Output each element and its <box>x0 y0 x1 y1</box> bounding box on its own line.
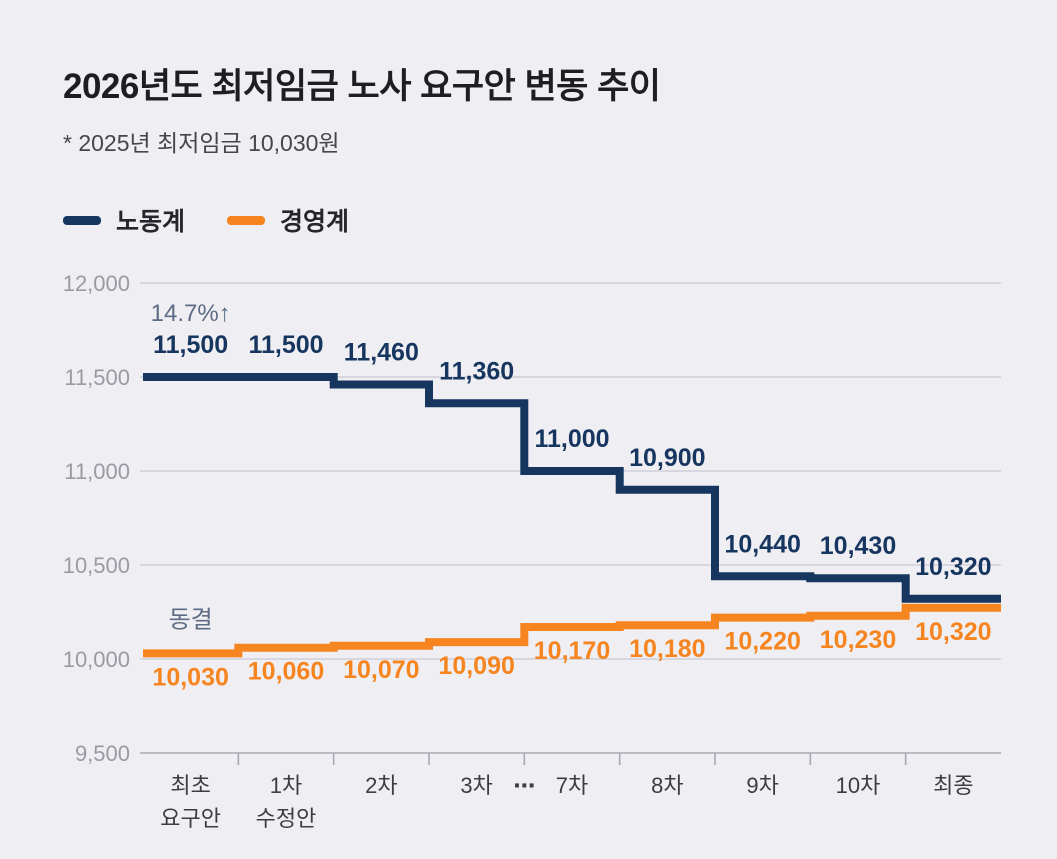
x-category-label: 요구안 <box>160 806 221 831</box>
chart-note: * 2025년 최저임금 10,030원 <box>63 130 340 156</box>
data-label-management: 10,090 <box>438 652 514 680</box>
legend-item-labor: 노동계 <box>63 202 185 238</box>
data-label-management: 10,230 <box>820 626 896 654</box>
data-label-labor: 10,440 <box>724 530 800 558</box>
x-category-label: 2차 <box>365 773 397 798</box>
legend-label-management: 경영계 <box>280 208 350 236</box>
x-category-label: 3차 <box>460 773 492 798</box>
series-annotation: 동결 <box>169 606 213 633</box>
legend: 노동계 경영계 <box>63 202 349 238</box>
data-label-labor: 10,430 <box>820 532 896 560</box>
x-category-label: 7차 <box>556 773 588 798</box>
x-category-label: 1차 <box>270 773 302 798</box>
labor-line-swatch <box>63 215 101 225</box>
data-label-management: 10,320 <box>915 618 991 646</box>
axis-gap-marker: ⋯ <box>513 773 535 798</box>
data-label-labor: 11,000 <box>534 425 609 453</box>
data-label-labor: 10,320 <box>915 553 991 581</box>
data-label-labor: 10,900 <box>629 444 705 472</box>
x-category-label: 10차 <box>836 773 881 798</box>
y-tick-label: 10,000 <box>63 647 130 672</box>
data-label-management: 10,030 <box>152 663 228 691</box>
series-annotation: 14.7%↑ <box>151 300 231 327</box>
x-category-label: 최초 <box>170 773 210 798</box>
data-label-labor: 11,460 <box>344 339 419 367</box>
page-title: 2026년도 최저임금 노사 요구안 변동 추이 <box>63 67 661 106</box>
y-tick-label: 11,500 <box>64 365 130 390</box>
x-category-label: 8차 <box>651 773 683 798</box>
legend-label-labor: 노동계 <box>116 208 186 236</box>
x-category-label: 최종 <box>933 773 973 798</box>
y-tick-label: 11,000 <box>64 459 130 484</box>
y-tick-label: 9,500 <box>75 741 130 766</box>
legend-item-management: 경영계 <box>227 202 349 238</box>
data-label-management: 10,070 <box>343 656 419 684</box>
data-label-labor: 11,360 <box>439 357 514 385</box>
data-label-management: 10,180 <box>629 635 705 663</box>
data-label-management: 10,220 <box>724 628 800 656</box>
data-label-labor: 11,500 <box>153 331 228 359</box>
series-line-management <box>143 603 1001 658</box>
data-label-management: 10,060 <box>248 658 324 686</box>
data-label-labor: 11,500 <box>248 331 323 359</box>
management-line-swatch <box>227 215 266 225</box>
x-category-label: 9차 <box>746 773 778 798</box>
y-tick-label: 10,500 <box>63 553 130 578</box>
y-tick-label: 12,000 <box>63 271 130 296</box>
series-line-labor <box>143 373 1001 603</box>
data-label-management: 10,170 <box>534 637 610 665</box>
x-category-label: 수정안 <box>256 806 317 831</box>
